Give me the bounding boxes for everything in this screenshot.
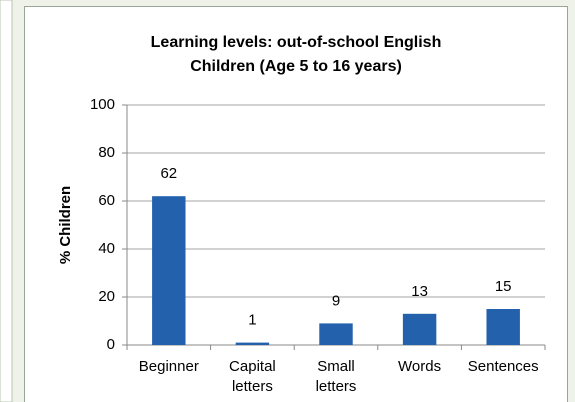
x-tick-label: Sentences <box>468 358 539 375</box>
y-tick-label: 40 <box>98 240 115 257</box>
y-tick-label: 0 <box>107 336 115 353</box>
chart-title: Learning levels: out-of-school English <box>151 34 442 51</box>
x-tick-label: Words <box>398 358 441 375</box>
y-tick-label: 60 <box>98 192 115 209</box>
y-tick-label: 100 <box>90 96 115 113</box>
bar <box>235 342 270 345</box>
chart-frame <box>24 6 568 402</box>
side-panel <box>0 0 13 402</box>
chart-title: Children (Age 5 to 16 years) <box>190 58 402 75</box>
data-label: 15 <box>495 278 512 295</box>
x-tick-label: Small letters <box>316 358 357 395</box>
data-label: 1 <box>248 312 256 329</box>
data-label: 13 <box>411 283 428 300</box>
x-tick-label: Beginner <box>139 358 199 375</box>
x-tick-label: Capital letters <box>229 358 276 395</box>
bar <box>486 309 520 345</box>
y-tick-label: 80 <box>98 144 115 161</box>
bar <box>402 313 437 345</box>
bar <box>152 196 186 345</box>
bar <box>319 323 353 345</box>
data-label: 62 <box>160 165 177 182</box>
y-tick-label: 20 <box>98 288 115 305</box>
data-label: 9 <box>332 292 340 309</box>
y-axis-label: % Children <box>57 186 74 264</box>
